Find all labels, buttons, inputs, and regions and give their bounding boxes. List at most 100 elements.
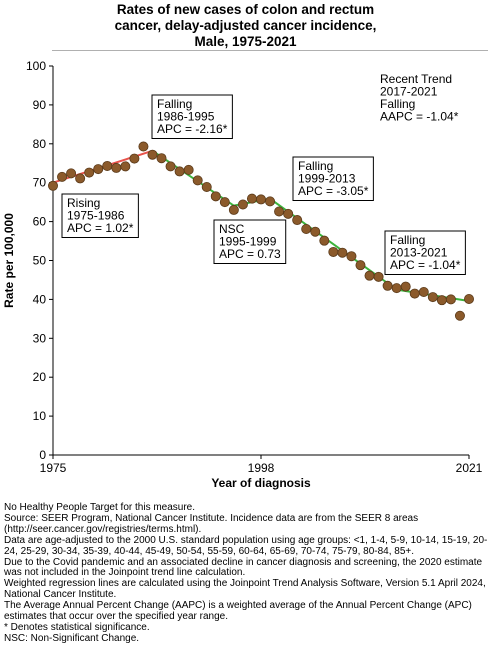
annotation-1-box: [61, 193, 139, 238]
annotation-4-line-1: Falling: [298, 159, 333, 173]
data-point-1997: [246, 193, 257, 204]
annotation-5-line-1: Falling: [390, 233, 425, 247]
data-point-2014: [400, 281, 411, 292]
chart-title-line-3: Male, 1975-2021: [194, 34, 297, 49]
y-tick-label: 90: [33, 98, 47, 112]
axes: 0 10 20 30 40 50 60 70 80 90 100 1975 1998 2021 Year o…: [2, 59, 483, 490]
footnote-nsc: NSC: Non-Significant Change.: [4, 632, 140, 644]
data-point-1999: [265, 196, 276, 207]
data-point-2012: [382, 280, 393, 291]
chart-plot: 0 10 20 30 40 50 60 70 80 90 100 1975 1998 2021 Year o…: [2, 59, 483, 490]
data-point-1996: [237, 199, 248, 210]
annotation-1-line-2: 1975-1986: [67, 209, 125, 223]
annotation-5-box: [384, 230, 466, 275]
x-tick-label: 1998: [248, 461, 275, 475]
data-point-2000: [274, 206, 285, 217]
data-point-1977: [66, 168, 77, 179]
data-point-2008: [346, 251, 357, 262]
data-point-1984: [129, 153, 140, 164]
data-point-2003: [301, 223, 312, 234]
title-divider: [52, 50, 488, 51]
x-tick-label: 2021: [456, 461, 483, 475]
annotation-6-line-2: 2017-2021: [380, 85, 438, 99]
annotation-4-line-2: 1999-2013: [298, 172, 356, 186]
data-point-1976: [57, 171, 68, 182]
annotation-2-line-2: 1986-1995: [157, 110, 215, 124]
data-point-2005: [319, 235, 330, 246]
data-point-1980: [93, 164, 104, 175]
annotation-2-line-1: Falling: [157, 97, 192, 111]
y-tick-label: 30: [33, 331, 47, 345]
data-points: [48, 141, 474, 321]
data-point-1979: [84, 167, 95, 178]
data-point-2017: [427, 292, 438, 303]
annotation-6-line-4: AAPC = -1.04*: [380, 110, 459, 124]
annotation-2-box: [151, 94, 233, 139]
data-point-1978: [75, 173, 86, 184]
y-tick-label: 10: [33, 409, 47, 423]
annotation-3-line-2: 1995-1999: [219, 235, 277, 249]
footnote-regression: Weighted regression lines are calculated…: [4, 578, 486, 601]
y-tick-label: 100: [26, 59, 46, 73]
data-point-1988: [165, 161, 176, 172]
footnote-source: Source: SEER Program, National Cancer In…: [4, 512, 419, 535]
annotation-1-line-1: Rising: [67, 196, 100, 210]
data-point-2010: [364, 270, 375, 281]
annotation-5-line-3: APC = -1.04*: [390, 258, 461, 272]
chart-title-line-2: cancer, delay-adjusted cancer incidence,: [114, 18, 377, 33]
footnote-age-adjusted: Data are age-adjusted to the 2000 U.S. s…: [4, 534, 488, 557]
data-point-2007: [337, 247, 348, 258]
data-point-1982: [111, 162, 122, 173]
data-point-1981: [102, 160, 113, 171]
footnote-target: No Healthy People Target for this measur…: [4, 502, 196, 513]
data-point-2015: [409, 288, 420, 299]
y-tick-label: 80: [33, 137, 47, 151]
y-tick-label: 70: [33, 176, 47, 190]
y-tick-label: 50: [33, 254, 47, 268]
y-tick-label: 0: [39, 448, 46, 462]
annotation-1-line-3: APC = 1.02*: [67, 221, 134, 235]
data-point-2020: [454, 310, 465, 321]
annotation-4-line-3: APC = -3.05*: [298, 184, 369, 198]
footnote-aapc: The Average Annual Percent Change (AAPC)…: [4, 600, 472, 623]
data-point-2013: [391, 283, 402, 294]
data-point-1987: [156, 153, 167, 164]
data-point-2009: [355, 260, 366, 271]
x-tick-label: 1975: [40, 461, 67, 475]
data-point-2019: [445, 294, 456, 305]
data-point-1991: [192, 175, 203, 186]
footnotes: No Healthy People Target for this measur…: [4, 502, 488, 645]
y-axis-title: Rate per 100,000: [2, 213, 16, 308]
annotation-3-line-1: NSC: [219, 222, 245, 236]
data-point-1986: [147, 149, 158, 160]
data-point-1998: [255, 194, 266, 205]
data-point-2002: [292, 215, 303, 226]
data-point-2016: [418, 287, 429, 298]
data-point-2011: [373, 271, 384, 282]
data-point-2021: [463, 294, 474, 305]
annotation-2-line-3: APC = -2.16*: [157, 122, 228, 136]
data-point-1993: [210, 191, 221, 202]
data-point-1995: [228, 204, 239, 215]
y-tick-label: 60: [33, 215, 47, 229]
data-point-1985: [138, 141, 149, 152]
data-point-1994: [219, 197, 230, 208]
x-axis-title: Year of diagnosis: [211, 476, 311, 490]
y-tick-label: 20: [33, 370, 47, 384]
data-point-1990: [183, 164, 194, 175]
annotation-5-line-2: 2013-2021: [390, 246, 448, 260]
y-tick-label: 40: [33, 292, 47, 306]
annotation-3-box: [213, 219, 287, 264]
data-point-2018: [436, 295, 447, 306]
chart-title-line-1: Rates of new cases of colon and rectum: [116, 2, 375, 17]
data-point-1983: [120, 161, 131, 172]
data-point-1992: [201, 181, 212, 192]
annotation-4-box: [292, 156, 374, 201]
annotation-6-line-1: Recent Trend: [380, 72, 452, 86]
annotation-3-line-3: APC = 0.73: [219, 247, 281, 261]
data-point-2004: [310, 226, 321, 237]
